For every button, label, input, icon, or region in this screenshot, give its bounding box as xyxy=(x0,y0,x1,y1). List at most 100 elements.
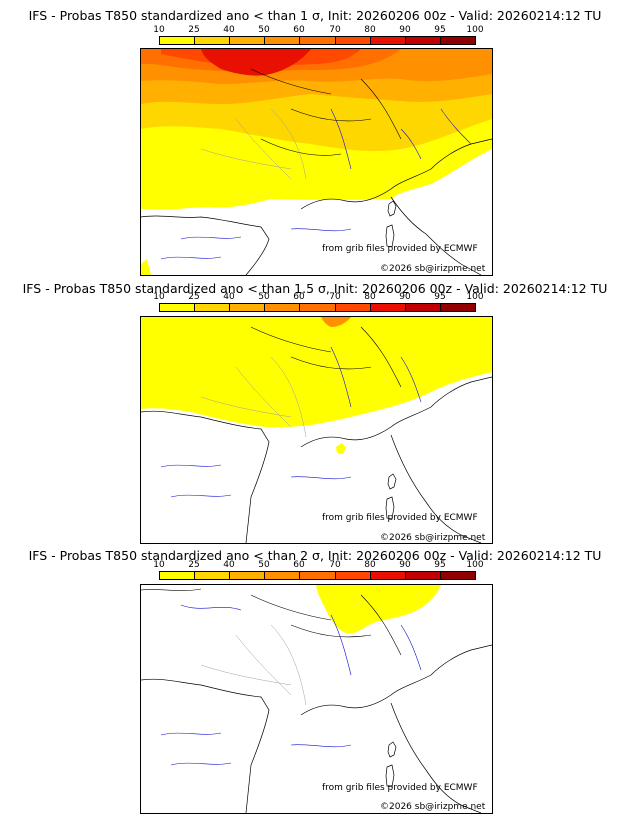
cbar-tick: 10 xyxy=(153,560,165,570)
colorbar-segment xyxy=(405,572,441,579)
colorbar-segment xyxy=(265,304,301,311)
colorbar-segment xyxy=(335,572,371,579)
cbar-tick: 10 xyxy=(153,25,165,35)
rivers xyxy=(160,604,422,766)
cbar-tick: 100 xyxy=(466,560,484,570)
colorbar-segment xyxy=(230,304,266,311)
colorbar-segment xyxy=(195,37,231,44)
colorbar-segment xyxy=(160,37,196,44)
colorbar-segment xyxy=(300,304,336,311)
corsica xyxy=(387,200,397,217)
rivers xyxy=(160,108,472,260)
rivers xyxy=(160,346,422,498)
credit-source-1: from grib files provided by ECMWF xyxy=(322,244,478,254)
cbar-tick: 70 xyxy=(329,292,341,302)
cbar-tick: 60 xyxy=(293,560,305,570)
colorbar-segment xyxy=(230,37,266,44)
colorbar-segment xyxy=(195,572,231,579)
corsica xyxy=(387,473,397,490)
colorbar-segment xyxy=(370,37,406,44)
prob-10-patch xyxy=(141,259,151,275)
map-3-svg xyxy=(141,585,492,813)
colorbar-segment xyxy=(265,37,301,44)
corsica xyxy=(387,741,397,758)
colorbar-1-labels: 10 25 40 50 60 70 80 90 95 100 xyxy=(153,25,483,36)
panel-1-title: IFS - Probas T850 standardized ano < tha… xyxy=(28,8,602,23)
map-panel-3 xyxy=(140,584,493,814)
credit-source-2: from grib files provided by ECMWF xyxy=(322,513,478,523)
admin-borders xyxy=(200,356,307,438)
colorbar-3-labels: 10 25 40 50 60 70 80 90 95 100 xyxy=(153,560,483,571)
prob-10-patch xyxy=(336,443,346,454)
prob-50-area xyxy=(321,317,351,327)
colorbar-1 xyxy=(159,36,476,45)
coastline xyxy=(390,196,482,275)
borders xyxy=(250,326,402,388)
credit-source-3: from grib files provided by ECMWF xyxy=(322,783,478,793)
coastline xyxy=(141,215,270,275)
cbar-tick: 100 xyxy=(466,292,484,302)
cbar-tick: 90 xyxy=(399,292,411,302)
prob-10-area xyxy=(141,317,492,428)
cbar-tick: 95 xyxy=(434,25,446,35)
coastline xyxy=(390,702,482,813)
cbar-tick: 10 xyxy=(153,292,165,302)
cbar-tick: 50 xyxy=(258,25,270,35)
sardinia xyxy=(385,764,395,788)
colorbar-segment xyxy=(160,304,196,311)
coastline xyxy=(141,410,270,543)
cbar-tick: 50 xyxy=(258,292,270,302)
cbar-tick: 60 xyxy=(293,292,305,302)
cbar-tick: 80 xyxy=(364,560,376,570)
coastline xyxy=(300,376,492,448)
cbar-tick: 25 xyxy=(188,292,200,302)
cbar-tick: 90 xyxy=(399,560,411,570)
colorbar-segment xyxy=(265,572,301,579)
admin-borders xyxy=(200,624,307,706)
borders xyxy=(250,68,402,156)
colorbar-segment xyxy=(405,304,441,311)
borders xyxy=(141,588,402,656)
panel-2-title: IFS - Probas T850 standardized ano < tha… xyxy=(22,281,608,296)
credit-copy-2: ©2026 sb@irizpme.net xyxy=(380,533,486,543)
colorbar-segment xyxy=(440,572,475,579)
cbar-tick: 95 xyxy=(434,560,446,570)
coastline xyxy=(300,138,492,210)
colorbar-segment xyxy=(300,37,336,44)
colorbar-segment xyxy=(370,572,406,579)
admin-borders xyxy=(200,108,307,180)
map-panel-2 xyxy=(140,316,493,544)
cbar-tick: 70 xyxy=(329,25,341,35)
coastline xyxy=(390,434,482,543)
credit-copy-3: ©2026 sb@irizpme.net xyxy=(380,802,486,812)
colorbar-segment xyxy=(160,572,196,579)
cbar-tick: 80 xyxy=(364,25,376,35)
map-2-svg xyxy=(141,317,492,543)
colorbar-segment xyxy=(230,572,266,579)
colorbar-segment xyxy=(440,304,475,311)
cbar-tick: 40 xyxy=(223,25,235,35)
colorbar-2-labels: 10 25 40 50 60 70 80 90 95 100 xyxy=(153,292,483,303)
colorbar-segment xyxy=(335,37,371,44)
colorbar-segment xyxy=(300,572,336,579)
cbar-tick: 80 xyxy=(364,292,376,302)
cbar-tick: 25 xyxy=(188,25,200,35)
colorbar-segment xyxy=(440,37,475,44)
colorbar-segment xyxy=(405,37,441,44)
cbar-tick: 60 xyxy=(293,25,305,35)
sardinia xyxy=(385,496,395,520)
cbar-tick: 90 xyxy=(399,25,411,35)
cbar-tick: 100 xyxy=(466,25,484,35)
colorbar-2 xyxy=(159,303,476,312)
prob-10-area xyxy=(316,585,441,634)
map-1-svg xyxy=(141,49,492,275)
panel-3-title: IFS - Probas T850 standardized ano < tha… xyxy=(28,548,602,563)
coastline xyxy=(300,644,492,716)
coastline xyxy=(141,678,270,813)
cbar-tick: 40 xyxy=(223,560,235,570)
cbar-tick: 70 xyxy=(329,560,341,570)
colorbar-3 xyxy=(159,571,476,580)
map-panel-1 xyxy=(140,48,493,276)
credit-copy-1: ©2026 sb@irizpme.net xyxy=(380,264,486,274)
colorbar-segment xyxy=(370,304,406,311)
